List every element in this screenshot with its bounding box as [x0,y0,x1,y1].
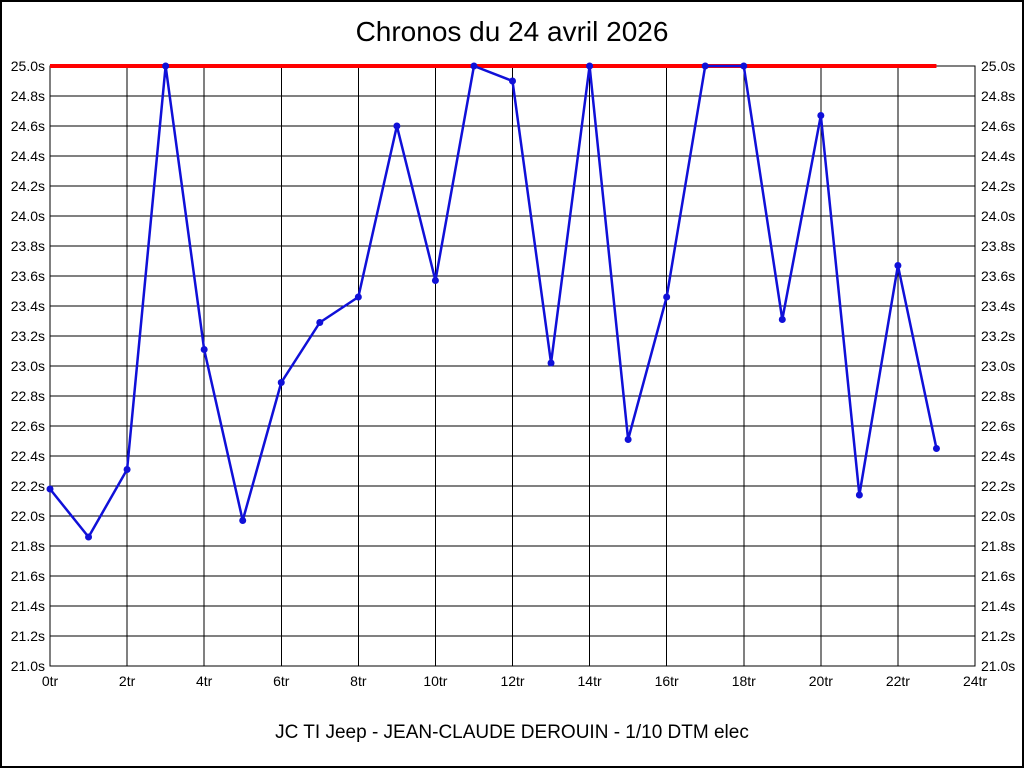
data-point [123,466,131,473]
y-tick-label-left: 21.0s [11,658,45,674]
y-tick-label-right: 23.0s [981,358,1015,374]
y-tick-label-left: 25.0s [11,58,45,74]
x-tick-label: 0tr [42,673,59,689]
y-tick-label-left: 22.8s [11,388,45,404]
data-point [932,445,940,452]
y-tick-label-right: 25.0s [981,58,1015,74]
x-tick-label: 18tr [732,673,756,689]
y-tick-label-left: 21.8s [11,538,45,554]
y-tick-label-right: 22.4s [981,448,1015,464]
x-tick-label: 10tr [423,673,447,689]
y-tick-label-left: 24.2s [11,178,45,194]
data-point [663,293,671,301]
data-point [431,277,439,284]
y-tick-label-right: 22.8s [981,388,1015,404]
x-tick-label: 24tr [963,673,987,689]
x-tick-label: 16tr [655,673,679,689]
y-tick-label-right: 24.0s [981,208,1015,224]
data-point [162,62,170,70]
y-tick-label-right: 22.6s [981,418,1015,434]
data-point [239,517,247,524]
y-tick-label-right: 24.8s [981,88,1015,104]
data-point [778,316,786,323]
data-point [316,319,324,326]
data-point [200,346,208,353]
chart-title: Chronos du 24 avril 2026 [355,16,669,47]
y-tick-label-right: 24.2s [981,178,1015,194]
y-tick-label-right: 24.6s [981,118,1015,134]
y-tick-label-right: 21.4s [981,598,1015,614]
data-point [586,62,594,70]
y-tick-label-left: 24.8s [11,88,45,104]
y-tick-label-right: 22.0s [981,508,1015,524]
data-point [701,62,709,70]
y-tick-label-left: 21.6s [11,568,45,584]
x-tick-label: 4tr [196,673,213,689]
data-point [277,379,285,386]
y-tick-label-left: 24.0s [11,208,45,224]
series-line [49,64,938,539]
x-tick-label: 6tr [273,673,290,689]
x-tick-label: 8tr [350,673,367,689]
y-tick-label-left: 22.6s [11,418,45,434]
y-tick-label-right: 24.4s [981,148,1015,164]
y-tick-label-left: 21.2s [11,628,45,644]
data-point [894,262,902,269]
y-tick-label-left: 23.2s [11,328,45,344]
data-point [46,485,54,493]
y-tick-label-left: 23.6s [11,268,45,284]
y-tick-label-left: 24.4s [11,148,45,164]
x-tick-label: 20tr [809,673,833,689]
y-tick-label-left: 23.8s [11,238,45,254]
y-tick-label-left: 22.0s [11,508,45,524]
y-tick-label-left: 23.0s [11,358,45,374]
y-tick-label-right: 21.8s [981,538,1015,554]
y-tick-label-right: 21.0s [981,658,1015,674]
y-tick-label-right: 21.6s [981,568,1015,584]
data-point [393,122,401,130]
y-tick-label-right: 23.8s [981,238,1015,254]
data-point [354,293,362,301]
y-tick-label-left: 22.2s [11,478,45,494]
y-tick-label-left: 23.4s [11,298,45,314]
x-tick-label: 14tr [578,673,602,689]
data-point [624,436,632,443]
x-tick-label: 22tr [886,673,910,689]
data-point [547,359,555,367]
y-tick-label-right: 23.2s [981,328,1015,344]
y-tick-label-right: 23.4s [981,298,1015,314]
data-point [740,62,748,70]
x-tick-label: 2tr [119,673,136,689]
data-point [85,533,93,541]
data-point [509,77,516,85]
y-tick-label-left: 22.4s [11,448,45,464]
y-tick-label-left: 21.4s [11,598,45,614]
data-point [470,62,478,70]
chart-footer: JC TI Jeep - JEAN-CLAUDE DEROUIN - 1/10 … [275,722,749,743]
x-tick-label: 12tr [500,673,524,689]
y-tick-label-right: 22.2s [981,478,1015,494]
data-point [855,491,863,499]
data-point [817,112,825,119]
y-tick-label-right: 23.6s [981,268,1015,284]
y-tick-label-right: 21.2s [981,628,1015,644]
y-tick-label-left: 24.6s [11,118,45,134]
